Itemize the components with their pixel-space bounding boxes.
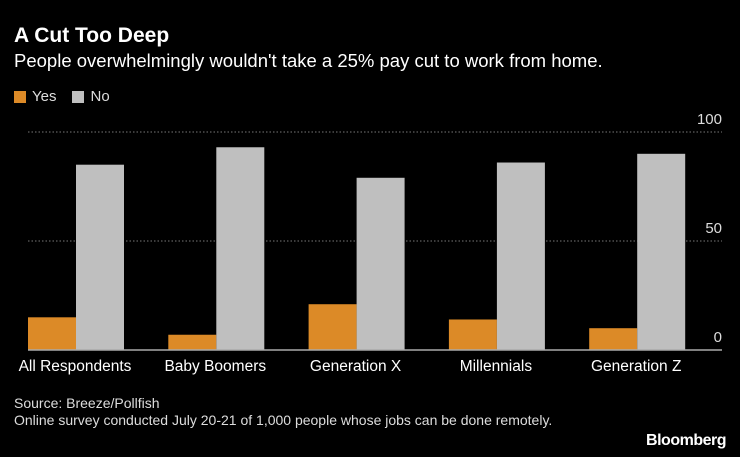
y-tick-label: 100	[697, 111, 722, 128]
x-tick-label: All Respondents	[19, 358, 132, 375]
bar-yes	[308, 304, 357, 350]
y-tick-label: 0	[714, 329, 722, 346]
bar-yes	[168, 334, 217, 350]
x-tick-label: Millennials	[460, 358, 533, 375]
x-tick-label: Generation X	[310, 358, 402, 375]
bar-no	[496, 162, 545, 350]
legend-item-no: No	[72, 88, 110, 105]
bloomberg-logo: Bloomberg	[646, 432, 726, 449]
note-text: Online survey conducted July 20-21 of 1,…	[14, 411, 553, 428]
legend-swatch-no	[72, 90, 85, 103]
bar-no	[76, 164, 124, 350]
x-tick-label: Baby Boomers	[164, 358, 266, 375]
legend-swatch-yes	[14, 90, 26, 103]
y-tick-label: 50	[705, 220, 722, 237]
source-text: Source: Breeze/Pollfish	[14, 395, 160, 411]
legend-label-yes: Yes	[32, 88, 57, 105]
bar-no	[637, 153, 686, 350]
bar-yes	[448, 319, 497, 350]
chart-subtitle: People overwhelmingly wouldn't take a 25…	[14, 50, 603, 71]
bar-yes	[28, 317, 76, 350]
bar-no	[216, 147, 265, 350]
bar-yes	[589, 328, 638, 350]
legend-label-no: No	[90, 88, 110, 105]
x-tick-label: Generation Z	[591, 358, 681, 375]
chart-title: A Cut Too Deep	[14, 24, 170, 47]
bar-no	[356, 177, 405, 350]
legend-item-yes: Yes	[14, 88, 56, 105]
footer: Source: Breeze/Pollfish Online survey co…	[14, 395, 614, 428]
legend: Yes No	[14, 88, 110, 105]
